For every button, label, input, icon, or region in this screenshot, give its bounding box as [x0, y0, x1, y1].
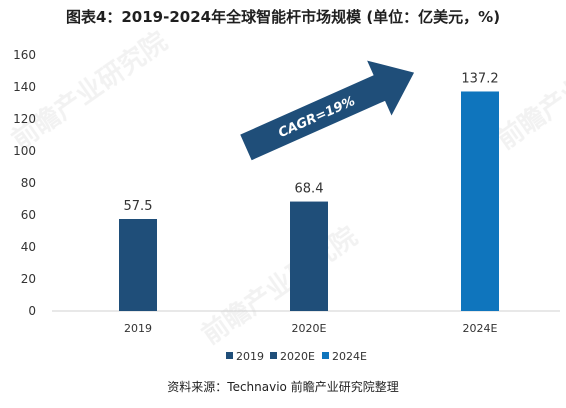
y-tick-label: 120 — [13, 112, 36, 126]
source-note: 资料来源：Technavio 前瞻产业研究院整理 — [167, 380, 399, 394]
x-tick-label: 2024E — [463, 322, 498, 335]
y-tick-label: 160 — [13, 48, 36, 62]
data-label: 68.4 — [295, 182, 324, 197]
legend-label: 2019 — [236, 350, 264, 363]
x-tick-label: 2019 — [124, 322, 152, 335]
legend-swatch — [226, 352, 233, 359]
bar-2020e — [290, 201, 328, 311]
data-labels: 57.5 68.4 137.2 — [124, 71, 499, 214]
legend-swatch — [322, 352, 329, 359]
legend: 2019 2020E 2024E — [226, 350, 367, 363]
y-tick-label: 100 — [13, 144, 36, 158]
x-tick-label: 2020E — [292, 322, 327, 335]
y-axis: 0 20 40 60 80 100 120 140 160 — [13, 48, 36, 318]
bars — [119, 91, 499, 311]
y-tick-label: 20 — [21, 272, 36, 286]
svg-text:前瞻产业研究院: 前瞻产业研究院 — [196, 221, 363, 351]
cagr-arrow-shape — [240, 60, 415, 161]
y-tick-label: 140 — [13, 80, 36, 94]
chart-title: 图表4：2019-2024年全球智能杆市场规模 (单位：亿美元，%) — [65, 8, 501, 26]
svg-text:前瞻产业研究院: 前瞻产业研究院 — [491, 26, 566, 156]
legend-swatch — [270, 352, 277, 359]
cagr-arrow: CAGR=19% — [240, 60, 415, 161]
y-tick-label: 0 — [28, 304, 36, 318]
legend-label: 2024E — [332, 350, 367, 363]
y-tick-label: 80 — [21, 176, 36, 190]
legend-label: 2020E — [280, 350, 315, 363]
y-tick-label: 40 — [21, 240, 36, 254]
x-axis-labels: 2019 2020E 2024E — [124, 322, 498, 335]
bar-2024e — [461, 91, 499, 311]
data-label: 57.5 — [124, 199, 153, 214]
bar-2019 — [119, 219, 157, 311]
y-tick-label: 60 — [21, 208, 36, 222]
data-label: 137.2 — [461, 71, 498, 86]
